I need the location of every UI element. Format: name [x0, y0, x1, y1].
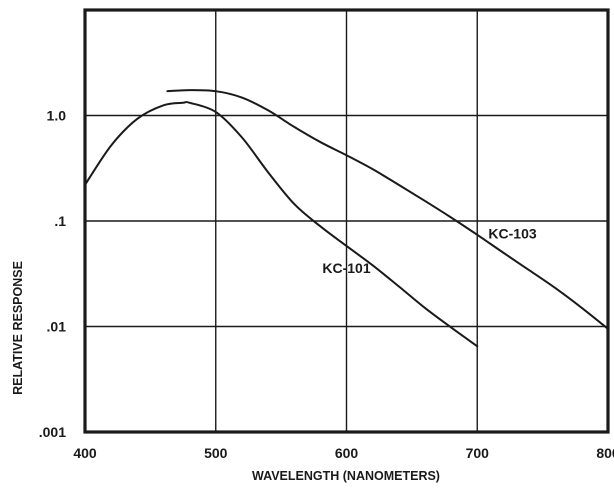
- x-tick-label: 400: [73, 445, 97, 461]
- x-axis-label: WAVELENGTH (NANOMETERS): [252, 469, 440, 483]
- y-axis-label: RELATIVE RESPONSE: [11, 261, 25, 395]
- x-tick-label: 500: [204, 445, 228, 461]
- plot-frame: [83, 8, 610, 434]
- series-label-kc-101: KC-101: [322, 260, 370, 276]
- y-tick-label: .01: [47, 319, 67, 335]
- series-lines: KC-101 KC-103: [84, 89, 609, 348]
- y-tick-label: .001: [39, 424, 66, 440]
- x-tick-label: 600: [335, 445, 359, 461]
- y-tick-label: 1.0: [47, 108, 67, 124]
- tick-labels: 400 500 600 700 800 .001 .01 .1 1.0: [39, 108, 614, 462]
- grid-lines: [85, 10, 608, 432]
- series-line-kc-103: [166, 89, 609, 330]
- series-line-kc-101: [84, 101, 479, 348]
- series-label-kc-103: KC-103: [488, 226, 536, 242]
- y-tick-label: .1: [54, 213, 66, 229]
- x-tick-label: 800: [596, 445, 614, 461]
- x-tick-label: 700: [466, 445, 490, 461]
